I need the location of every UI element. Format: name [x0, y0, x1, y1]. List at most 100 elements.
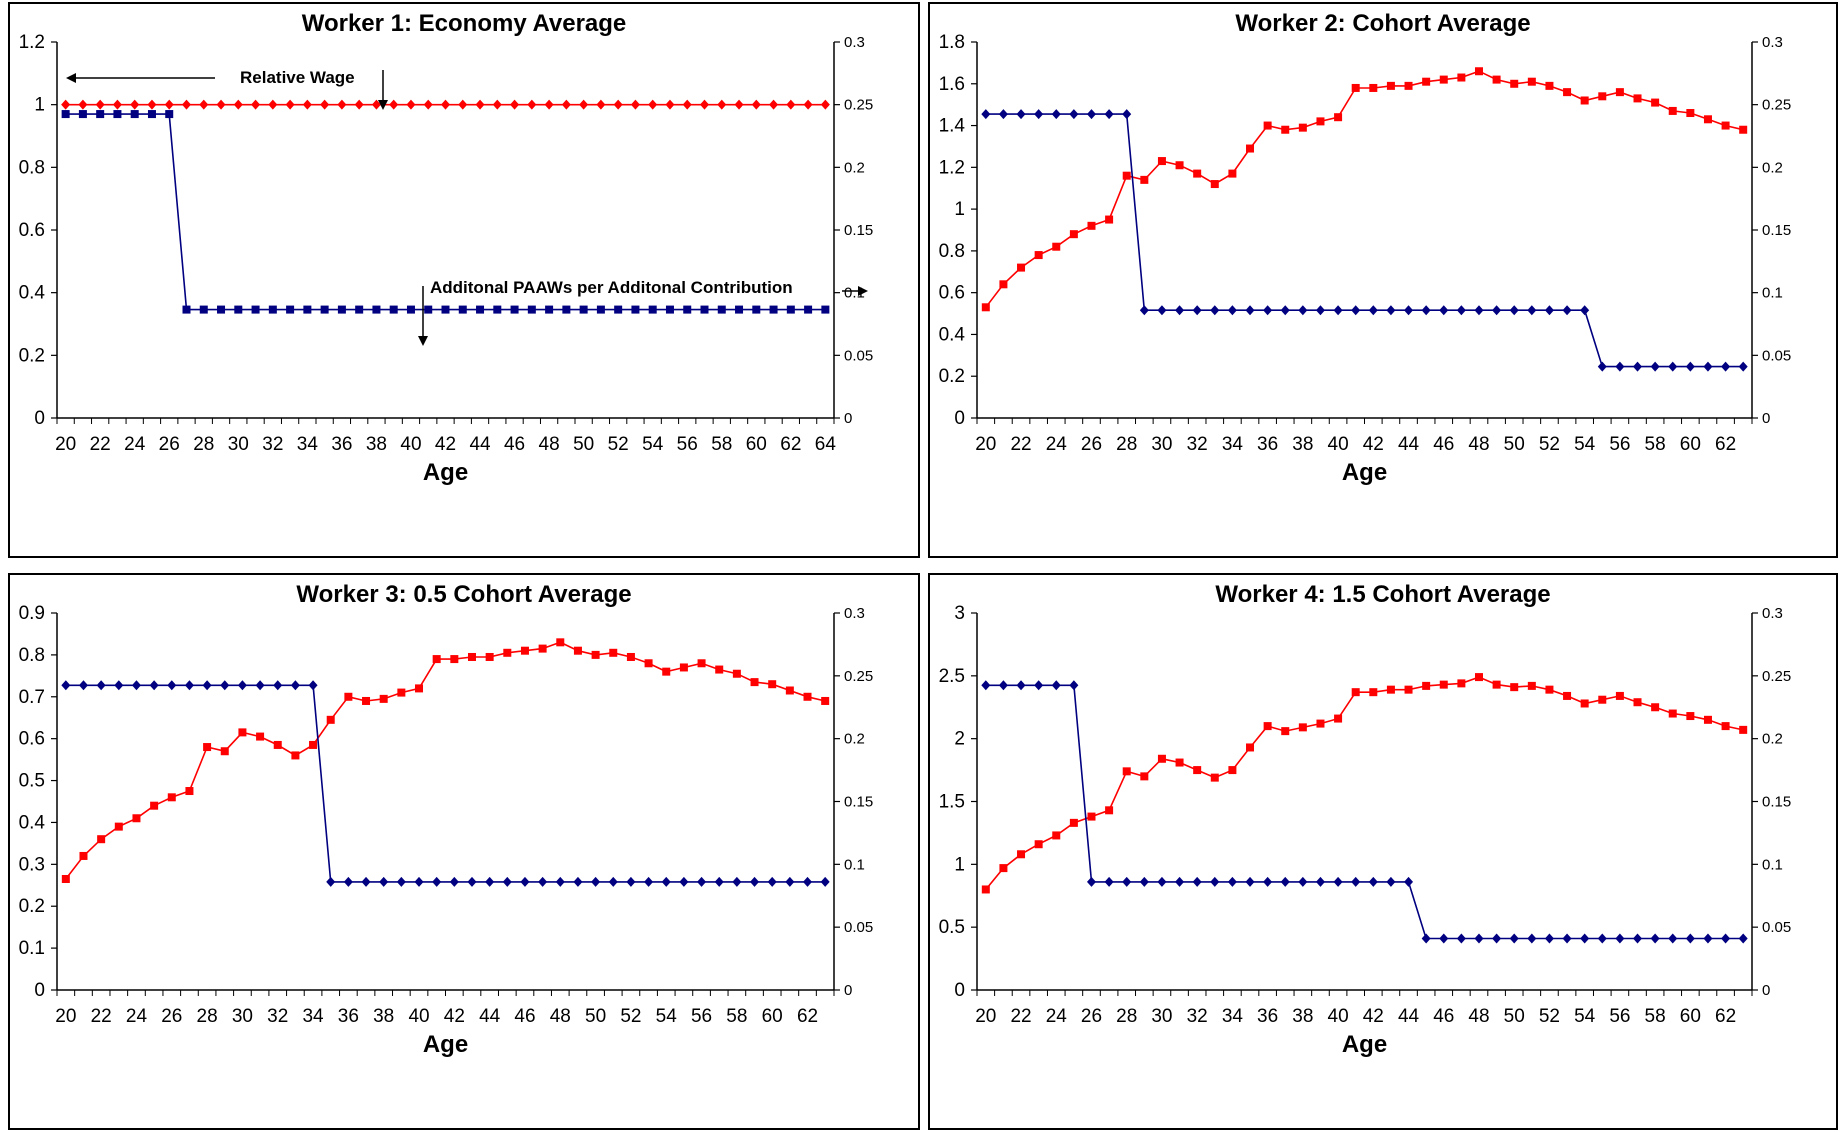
data-point	[545, 305, 554, 314]
data-point	[1351, 876, 1361, 887]
data-point	[1333, 305, 1343, 316]
data-point	[344, 692, 353, 701]
data-point	[1633, 94, 1642, 103]
y2-tick-label: 0.05	[1762, 347, 1791, 364]
data-point	[527, 99, 537, 110]
data-point	[503, 648, 512, 657]
x-tick-label: 24	[126, 1006, 148, 1027]
data-point	[579, 305, 588, 314]
x-tick-label: 34	[297, 434, 319, 455]
data-point	[821, 696, 830, 705]
data-point	[220, 680, 230, 691]
data-point	[1246, 743, 1255, 752]
data-point	[1263, 305, 1273, 316]
x-tick-label: 30	[1151, 434, 1172, 455]
y2-tick-label: 0.15	[1762, 794, 1791, 811]
y2-tick-label: 0.1	[1762, 856, 1783, 873]
y2-tick-label: 0.3	[844, 605, 865, 622]
data-point	[682, 99, 692, 110]
y-tick-label: 2	[954, 729, 965, 750]
data-point	[1439, 305, 1449, 316]
data-point	[555, 876, 565, 887]
data-point	[1509, 933, 1519, 944]
y-tick-label: 2.5	[939, 666, 965, 687]
x-tick-label: 60	[762, 1006, 783, 1027]
wage-series-line	[65, 641, 826, 880]
x-tick-label: 48	[550, 1006, 571, 1027]
data-point	[237, 680, 247, 691]
x-tick-label: 44	[1398, 434, 1420, 455]
data-point	[1668, 106, 1677, 115]
x-tick-label: 26	[159, 434, 180, 455]
data-point	[379, 694, 388, 703]
data-point	[199, 99, 209, 110]
x-axis-label: Age	[423, 1031, 468, 1058]
y-tick-label: 0.2	[939, 366, 965, 387]
data-point	[397, 688, 406, 697]
data-point	[1386, 81, 1395, 90]
y2-tick-label: 0.2	[1762, 731, 1783, 748]
y2-tick-label: 0	[844, 410, 852, 427]
data-point	[165, 110, 174, 119]
y2-tick-label: 0.2	[1762, 159, 1783, 176]
data-point	[78, 680, 88, 691]
data-point	[1175, 876, 1185, 887]
data-point	[1439, 75, 1448, 84]
x-tick-label: 56	[691, 1006, 712, 1027]
chart-title: Worker 1: Economy Average	[302, 10, 627, 37]
y2-tick-label: 0.25	[1762, 97, 1791, 114]
y2-tick-label: 0.25	[844, 668, 873, 685]
data-point	[1210, 180, 1219, 189]
y-tick-label: 0.3	[19, 854, 45, 875]
y-tick-label: 0.4	[19, 812, 46, 833]
data-point	[1016, 109, 1026, 120]
y2-tick-label: 0	[844, 982, 852, 999]
data-point	[608, 876, 618, 887]
data-point	[354, 99, 364, 110]
data-point	[1422, 77, 1431, 86]
data-point	[1281, 727, 1290, 736]
data-point	[1192, 305, 1202, 316]
data-point	[1228, 766, 1237, 775]
x-tick-label: 32	[267, 1006, 288, 1027]
data-point	[371, 99, 381, 110]
data-point	[147, 99, 157, 110]
data-point	[1034, 840, 1043, 849]
data-point	[234, 305, 243, 314]
data-point	[1193, 169, 1202, 178]
data-point	[1369, 688, 1378, 697]
x-tick-label: 56	[1609, 1006, 1630, 1027]
x-tick-label: 58	[726, 1006, 747, 1027]
data-point	[1615, 933, 1625, 944]
arrowhead-left-icon	[66, 73, 76, 83]
data-point	[1738, 933, 1748, 944]
data-point	[644, 876, 654, 887]
data-point	[1527, 305, 1537, 316]
data-point	[1597, 361, 1607, 372]
data-point	[150, 801, 159, 810]
data-point	[1474, 933, 1484, 944]
data-point	[372, 305, 381, 314]
data-point	[493, 305, 502, 314]
x-tick-label: 56	[1609, 434, 1630, 455]
arrowhead-down-icon	[378, 100, 388, 110]
data-point	[752, 305, 761, 314]
data-point	[467, 876, 477, 887]
data-point	[1139, 876, 1149, 887]
data-point	[502, 876, 512, 887]
data-point	[732, 876, 742, 887]
data-point	[1105, 215, 1114, 224]
data-point	[1298, 305, 1308, 316]
x-tick-label: 26	[161, 1006, 182, 1027]
data-point	[432, 655, 441, 664]
x-tick-label: 36	[331, 434, 352, 455]
data-point	[1668, 361, 1678, 372]
data-point	[130, 99, 140, 110]
data-point	[1298, 723, 1307, 732]
data-point	[1685, 933, 1695, 944]
data-point	[1439, 933, 1449, 944]
data-point	[1439, 680, 1448, 689]
x-tick-label: 50	[1504, 1006, 1525, 1027]
data-point	[1474, 67, 1483, 76]
data-point	[423, 99, 433, 110]
